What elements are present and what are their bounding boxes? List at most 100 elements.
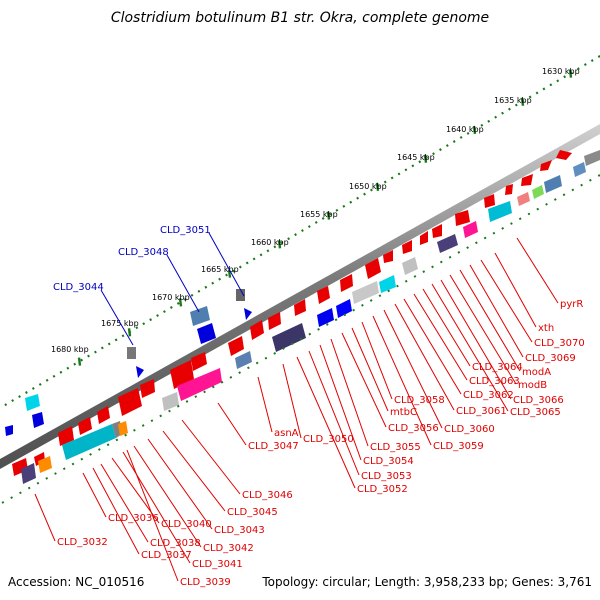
tick-label: 1630 kbp — [542, 67, 580, 76]
gene-label: pyrR — [560, 299, 583, 310]
major-tick — [178, 298, 183, 307]
gene-label: CLD_3044 — [53, 282, 104, 293]
label-leader-line — [351, 327, 389, 412]
label-leader-line — [147, 438, 213, 530]
gene-block — [317, 308, 334, 327]
gene-label: CLD_3045 — [227, 507, 278, 518]
gene-block — [236, 289, 245, 301]
gene-block — [162, 392, 179, 411]
cds-arrow — [505, 184, 513, 195]
label-leader-line — [422, 288, 471, 367]
label-leader-line — [166, 254, 200, 313]
label-leader-line — [383, 309, 443, 429]
gene-block — [463, 221, 478, 238]
tick-label: 1670 kbp — [152, 293, 190, 302]
cds-arrow — [97, 406, 110, 424]
label-leader-line — [330, 338, 369, 447]
cds-arrow — [118, 388, 142, 416]
gene-label: CLD_3051 — [160, 225, 211, 236]
major-tick — [277, 240, 282, 249]
label-leader-line — [100, 289, 134, 346]
gene-label: CLD_3058 — [394, 395, 445, 406]
gene-block — [532, 185, 544, 199]
label-leader-line — [282, 363, 302, 439]
label-leader-line — [469, 264, 524, 358]
label-leader-line — [440, 279, 512, 400]
tick-label: 1675 kbp — [101, 319, 139, 328]
gene-block — [127, 347, 136, 359]
gene-label: CLD_3064 — [472, 362, 523, 373]
cds-arrow — [58, 426, 74, 446]
gene-label: CLD_3041 — [192, 559, 243, 570]
cds-arrow — [540, 160, 552, 171]
label-leader-line — [133, 445, 202, 548]
gene-label: CLD_3055 — [370, 442, 421, 453]
major-tick — [127, 328, 132, 337]
gene-label: CLD_3056 — [388, 423, 439, 434]
gene-block — [62, 424, 116, 460]
label-leader-line — [122, 451, 191, 564]
cds-arrow — [402, 240, 412, 254]
tick-label: 1640 kbp — [446, 125, 484, 134]
gene-labels: CLD_3051 CLD_3048 CLD_3044 pyrR xth CLD_3070 C… — [53, 225, 585, 588]
cds-arrow — [455, 210, 470, 226]
label-leaders — [34, 232, 559, 582]
label-leader-line — [516, 237, 559, 304]
major-tick — [520, 97, 525, 106]
gene-block — [235, 351, 252, 369]
label-leader-line — [208, 232, 245, 297]
gene-block — [584, 150, 600, 166]
accession-text: Accession: NC_010516 — [8, 575, 144, 589]
inner-ring-dots — [0, 174, 600, 505]
gene-label: CLD_3059 — [433, 441, 484, 452]
label-leader-line — [413, 293, 468, 381]
label-leader-line — [92, 467, 140, 555]
cds-arrow — [197, 323, 216, 344]
cds-arrow — [484, 194, 495, 208]
gene-block — [379, 275, 396, 293]
gene-label: CLD_3050 — [303, 434, 354, 445]
scale-tick-labels: 1630 kbp 1635 kbp 1640 kbp 1645 kbp 1650 kbp… — [51, 67, 580, 354]
cds-arrow — [191, 352, 207, 371]
gene-label: CLD_3046 — [242, 490, 293, 501]
label-leader-line — [341, 332, 387, 428]
gene-block — [190, 306, 210, 326]
gene-label: CLD_3054 — [363, 456, 414, 467]
label-leader-line — [449, 274, 517, 385]
label-leader-line — [480, 259, 533, 343]
label-leader-line — [34, 493, 56, 542]
gene-label: CLD_3039 — [180, 577, 231, 588]
major-tick — [227, 269, 232, 278]
map-title: Clostridium botulinum B1 str. Okra, comp… — [111, 10, 489, 26]
tick-label: 1655 kbp — [300, 210, 338, 219]
label-leader-line — [431, 283, 509, 412]
gene-label: CLD_3047 — [248, 441, 299, 452]
label-leader-line — [319, 344, 362, 461]
major-tick — [423, 154, 428, 163]
gene-block — [336, 299, 352, 318]
gene-block — [402, 257, 418, 275]
gene-block — [517, 192, 530, 206]
gene-label: xth — [538, 323, 554, 334]
gene-label: CLD_3037 — [141, 550, 192, 561]
label-leader-line — [100, 463, 149, 543]
gene-block — [488, 201, 512, 222]
label-leader-line — [162, 430, 226, 512]
major-tick — [77, 357, 82, 366]
forward-strand-features — [12, 150, 600, 484]
gene-label: CLD_3062 — [463, 390, 514, 401]
gene-label: CLD_3070 — [534, 338, 585, 349]
gene-label: mtbC — [390, 407, 417, 418]
gene-label: CLD_3061 — [456, 406, 507, 417]
gene-label: modB — [518, 380, 547, 391]
scale-major-ticks — [77, 69, 573, 366]
gene-block — [177, 368, 222, 401]
cds-arrow — [78, 417, 92, 435]
gene-label: CLD_3063 — [469, 376, 520, 387]
cds-arrow — [365, 258, 381, 279]
gene-label: asnA — [274, 428, 299, 439]
cds-arrow — [420, 231, 428, 245]
tick-label: 1680 kbp — [51, 345, 89, 354]
